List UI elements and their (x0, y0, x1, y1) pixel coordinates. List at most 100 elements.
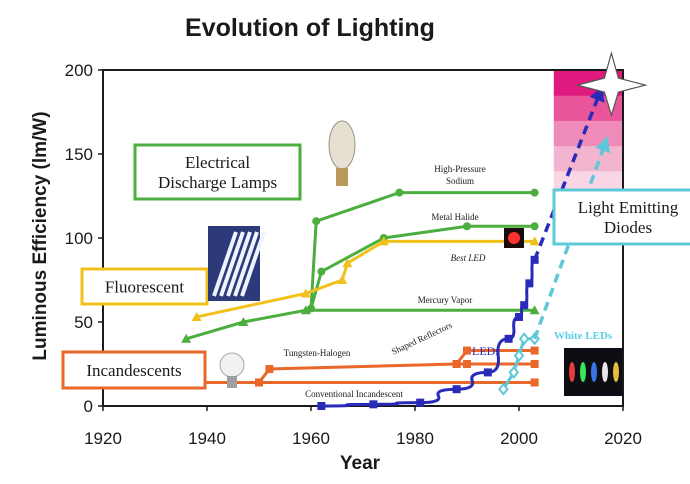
band-stripe (553, 120, 623, 147)
led-glow (580, 362, 586, 382)
label-best-led: Best LED (451, 253, 486, 263)
data-point (483, 368, 492, 377)
tube (233, 231, 259, 297)
led-glow (613, 362, 619, 382)
x-tick-label: 2000 (500, 429, 538, 448)
box-frame (552, 188, 690, 246)
x-tick-label: 1980 (396, 429, 434, 448)
band-stripe (553, 145, 623, 172)
box-frame (80, 267, 209, 306)
data-point (378, 236, 389, 246)
fluorescent-tubes-icon (208, 226, 266, 301)
data-point (312, 217, 321, 226)
data-point (530, 222, 539, 231)
box-label: Diodes (604, 218, 652, 237)
data-point (342, 258, 353, 268)
label-mercury-vapor: Mercury Vapor (418, 295, 473, 305)
data-point (463, 346, 471, 355)
series-shaped-reflectors (452, 346, 539, 368)
data-point (369, 400, 378, 409)
series-mercury-vapor (181, 305, 540, 343)
data-point (530, 360, 539, 368)
chart-title: Evolution of Lighting (185, 14, 435, 42)
x-tick-label: 2020 (604, 429, 642, 448)
y-axis-title: Luminous Efficiency (lm/W) (30, 111, 51, 360)
data-point (416, 398, 425, 407)
tube (226, 231, 252, 297)
data-point (463, 360, 471, 368)
box-incandescent: Incandescents (61, 350, 207, 390)
series-line (185, 308, 535, 341)
bulb-glass (328, 120, 356, 170)
data-point (452, 360, 461, 368)
box-label: Fluorescent (105, 278, 185, 297)
data-point (530, 346, 539, 355)
data-point (238, 317, 249, 326)
box-frame (61, 350, 207, 390)
data-point (337, 275, 348, 284)
label-metal-halide: Metal Halide (431, 212, 478, 222)
white-leds-photo-icon (564, 348, 622, 396)
data-point (498, 382, 509, 396)
led-glow (602, 362, 608, 382)
data-point (520, 301, 529, 310)
x-tick-label: 1960 (292, 429, 330, 448)
tube (212, 231, 238, 297)
bulb-base (227, 376, 237, 388)
data-point (463, 222, 471, 231)
label-tungsten-halogen: Tungsten-Halogen (284, 348, 351, 358)
y-tick-label: 50 (74, 313, 93, 332)
best-led-glow (508, 232, 520, 244)
label-conventional-incandescent: Conventional Incandescent (305, 389, 403, 399)
incandescent-bulb-icon (219, 352, 245, 388)
box-label: Incandescents (86, 361, 181, 380)
series-line (196, 239, 535, 319)
series-line (257, 362, 535, 384)
data-point (300, 305, 311, 315)
data-point (529, 305, 540, 315)
data-point (181, 333, 192, 343)
hps-bulb-icon (328, 120, 356, 186)
data-point (317, 267, 326, 276)
data-point (504, 334, 513, 343)
box-fluorescent: Fluorescent (80, 267, 209, 306)
y-tick-label: 100 (65, 229, 93, 248)
x-axis-title: Year (340, 453, 381, 474)
label-high-pressure-sodium: High-Pressure (434, 164, 486, 174)
data-point (518, 332, 530, 346)
axes: 1920 1940 1960 1980 2000 2020 0 50 100 150 200 (65, 61, 642, 448)
data-point (530, 378, 539, 387)
data-point (530, 188, 539, 197)
series-leds (317, 255, 539, 410)
bulb-glass (219, 352, 245, 378)
box-label: Discharge Lamps (158, 173, 277, 192)
series-line (321, 258, 535, 408)
data-point (191, 311, 202, 321)
label-high-pressure-sodium: Sodium (446, 176, 474, 186)
data-point (395, 188, 404, 197)
tube (240, 231, 266, 297)
arrowhead (595, 137, 611, 154)
tube (219, 231, 245, 297)
y-tick-label: 150 (65, 145, 93, 164)
series-conventional-incandescent (197, 378, 539, 387)
x-tick-label: 1920 (84, 429, 122, 448)
star-icon (575, 50, 648, 118)
series-line (532, 86, 604, 261)
data-point (452, 385, 461, 394)
series-high-pressure-sodium (307, 188, 539, 313)
star-shape (575, 50, 648, 118)
series-fluorescent (191, 236, 540, 321)
y-tick-label: 200 (65, 61, 93, 80)
led-glow (569, 362, 575, 382)
x-tick-label: 1940 (188, 429, 226, 448)
y-tick-label: 0 (84, 397, 93, 416)
label-leds: LEDs (472, 344, 500, 358)
data-point (525, 279, 534, 288)
data-point (513, 348, 525, 363)
box-label: Light Emitting (578, 198, 679, 217)
data-point (265, 365, 274, 374)
